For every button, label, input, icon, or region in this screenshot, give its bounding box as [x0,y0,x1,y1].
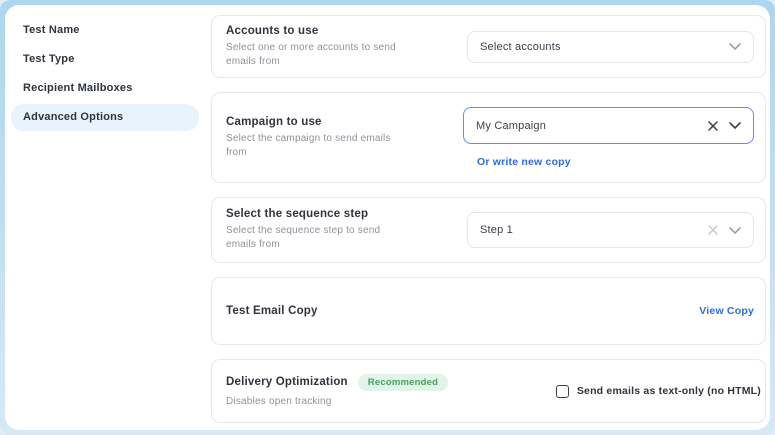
sidebar-item-test-name[interactable]: Test Name [23,24,80,36]
campaign-select[interactable]: My Campaign [463,107,754,144]
accounts-title: Accounts to use [226,24,319,37]
write-new-copy-link[interactable]: Or write new copy [477,156,571,168]
accounts-card-text: Accounts to use Select one or more accou… [226,25,467,69]
accounts-select-icons [729,43,741,50]
sequence-step-card: Select the sequence step Select the sequ… [211,197,766,263]
sequence-select-value: Step 1 [480,224,514,236]
clear-x-icon[interactable] [708,120,718,131]
campaign-card: Campaign to use Select the campaign to s… [211,92,766,183]
chevron-down-icon[interactable] [729,122,741,129]
text-only-checkbox[interactable] [555,384,569,398]
sequence-step-select[interactable]: Step 1 [467,212,754,248]
delivery-card-text: Delivery Optimization Recommended Disabl… [226,373,556,409]
sequence-select-icons [708,225,741,235]
campaign-right-column: My Campaign Or write new copy [463,107,754,168]
delivery-optimization-card: Delivery Optimization Recommended Disabl… [211,359,766,423]
email-copy-title: Test Email Copy [226,305,318,317]
campaign-card-text: Campaign to use Select the campaign to s… [226,116,463,160]
email-copy-card-text: Test Email Copy [226,305,699,317]
clear-x-icon[interactable] [708,225,718,235]
advanced-options-content: Accounts to use Select one or more accou… [205,5,770,430]
text-only-checkbox-row[interactable]: Send emails as text-only (no HTML) [555,384,761,398]
text-only-checkbox-label: Send emails as text-only (no HTML) [576,385,761,397]
wizard-panel: Test Name Test Type Recipient Mailboxes … [5,5,770,430]
accounts-card: Accounts to use Select one or more accou… [211,15,766,78]
sidebar-item-advanced-options[interactable]: Advanced Options [11,104,199,131]
delivery-description: Disables open tracking [226,395,332,407]
sequence-card-text: Select the sequence step Select the sequ… [226,208,467,252]
sidebar-item-test-type[interactable]: Test Type [23,53,75,65]
chevron-down-icon[interactable] [729,226,741,234]
campaign-select-value: My Campaign [476,119,547,132]
sequence-title: Select the sequence step [226,208,369,220]
accounts-select[interactable]: Select accounts [467,30,754,63]
view-copy-link[interactable]: View Copy [699,305,754,317]
recommended-badge: Recommended [357,373,449,391]
campaign-select-icons [708,120,741,131]
chevron-down-icon[interactable] [729,43,741,50]
sequence-description: Select the sequence step to send emails … [226,225,381,250]
wizard-steps-sidebar: Test Name Test Type Recipient Mailboxes … [5,5,205,430]
test-email-copy-card: Test Email Copy View Copy [211,277,766,345]
accounts-select-value: Select accounts [480,40,561,53]
accounts-description: Select one or more accounts to send emai… [226,41,396,67]
campaign-description: Select the campaign to send emails from [226,132,391,158]
campaign-title: Campaign to use [226,115,322,128]
delivery-title-row: Delivery Optimization Recommended [226,373,556,391]
sidebar-item-recipient-mailboxes[interactable]: Recipient Mailboxes [23,82,133,94]
delivery-title: Delivery Optimization [226,376,348,388]
